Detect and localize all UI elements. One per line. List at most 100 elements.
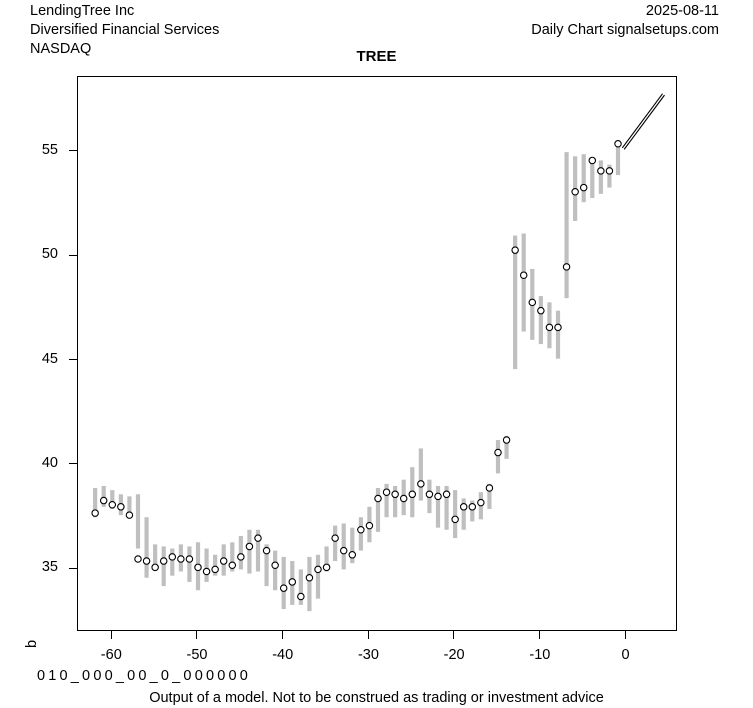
close-price-marker [194, 563, 202, 572]
y-tick-label: 40 [41, 455, 58, 472]
price-bar [110, 490, 115, 509]
close-price-marker [399, 494, 408, 503]
close-price-marker [125, 511, 134, 519]
price-bar [127, 496, 132, 518]
price-bar [341, 523, 346, 570]
price-bar [384, 483, 389, 518]
close-price-marker [408, 490, 417, 499]
price-bar [581, 154, 586, 203]
price-bar [324, 546, 329, 572]
x-tick-label: 0 [621, 647, 630, 663]
close-price-marker [134, 555, 142, 563]
close-price-marker [254, 534, 262, 542]
close-price-marker [91, 509, 99, 517]
price-bar [170, 548, 175, 576]
price-bar [230, 542, 235, 572]
close-price-marker [365, 521, 374, 530]
close-price-marker [571, 188, 579, 196]
price-bar [393, 485, 398, 518]
close-price-marker [348, 551, 357, 559]
close-price-marker [614, 140, 622, 148]
price-bar [598, 160, 603, 194]
company-name: LendingTree Inc [30, 3, 135, 19]
close-price-marker [554, 323, 562, 332]
close-price-marker [425, 490, 434, 499]
close-price-marker [271, 561, 279, 569]
ohlc-bars-svg [91, 93, 665, 612]
close-price-marker [185, 555, 194, 563]
x-tick-label: -60 [100, 647, 122, 663]
price-bar [213, 554, 218, 576]
price-bar [453, 490, 458, 539]
close-price-marker [528, 298, 537, 307]
price-bar [538, 296, 543, 345]
price-bar [298, 569, 303, 605]
disclaimer-text: Output of a model. Not to be construed a… [149, 690, 604, 706]
close-price-marker [382, 488, 391, 496]
x-tick-mark [539, 631, 541, 639]
binary-code-strip: 010_000_00_0_000000 [37, 668, 252, 684]
price-bar [247, 529, 252, 574]
x-tick-label: -30 [357, 647, 379, 663]
close-price-marker [357, 526, 365, 534]
close-price-marker [537, 306, 545, 315]
close-price-marker [237, 553, 245, 561]
projection-line [621, 93, 665, 150]
x-tick-mark [453, 631, 455, 639]
close-price-marker [117, 503, 125, 511]
close-price-marker [99, 496, 108, 505]
x-tick-label: -40 [272, 647, 294, 663]
x-tick-mark [110, 631, 112, 639]
industry-label: Diversified Financial Services [30, 22, 220, 38]
y-tick-mark [69, 463, 77, 465]
price-bar [281, 556, 286, 610]
close-price-marker [545, 323, 554, 332]
close-price-marker [588, 156, 597, 165]
close-price-marker [374, 494, 382, 503]
y-tick-label: 50 [41, 246, 58, 263]
y-tick-mark [69, 359, 77, 361]
close-price-marker [459, 503, 468, 511]
close-price-marker [597, 167, 605, 175]
close-price-marker [297, 592, 305, 601]
close-price-marker [168, 553, 177, 561]
price-bar [504, 435, 509, 459]
y-tick-label: 45 [41, 350, 58, 367]
price-bar [470, 500, 475, 522]
close-price-marker [442, 490, 451, 499]
price-bar [153, 544, 158, 570]
price-bar [350, 527, 355, 564]
close-price-marker [485, 484, 494, 492]
close-price-marker [202, 567, 211, 576]
price-bar [333, 525, 338, 562]
close-price-marker [279, 584, 288, 592]
price-bar [435, 485, 441, 528]
price-bar [101, 485, 106, 507]
chart-source-info: Daily Chart signalsetups.com [531, 22, 719, 38]
close-price-marker [605, 167, 614, 175]
price-bar [418, 448, 423, 501]
price-bar [495, 440, 501, 474]
close-price-marker [159, 557, 168, 565]
price-bar [273, 550, 278, 591]
price-plot-area [77, 76, 677, 631]
price-bar [264, 544, 269, 587]
rotated-axis-letter: b [24, 639, 40, 648]
price-bar [375, 488, 381, 532]
price-bar [255, 529, 261, 572]
close-price-marker [305, 573, 314, 582]
close-price-marker [502, 436, 511, 444]
ohlc-bar-group [91, 93, 665, 612]
price-bar [555, 310, 561, 359]
close-price-marker [477, 498, 485, 507]
x-tick-mark [367, 631, 369, 639]
close-price-marker [288, 578, 297, 586]
price-bar [315, 554, 321, 599]
y-tick-mark [69, 567, 77, 569]
price-bar [135, 494, 141, 549]
price-bar [607, 164, 612, 188]
close-price-marker [519, 271, 528, 279]
close-price-marker [434, 492, 442, 501]
x-tick-mark [196, 631, 198, 639]
